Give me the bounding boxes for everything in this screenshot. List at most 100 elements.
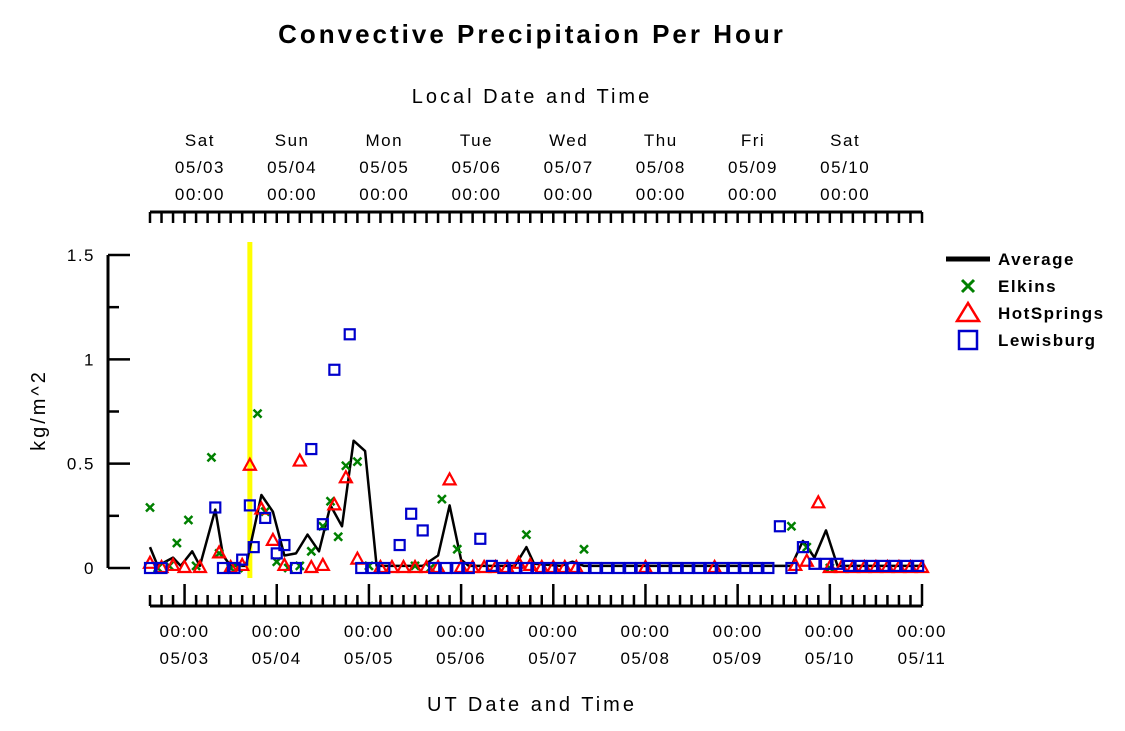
top-tick-day: Sat xyxy=(830,131,860,150)
series-hotsprings-point xyxy=(338,468,354,484)
series-elkins-point xyxy=(340,460,351,471)
bottom-tick-time: 00:00 xyxy=(713,622,763,641)
bottom-tick-date: 05/09 xyxy=(713,649,763,668)
series-lewisburg-point xyxy=(854,559,867,573)
series-elkins-point-stroke xyxy=(145,502,155,513)
series-lewisburg-point xyxy=(289,561,303,575)
top-tick-time: 00:00 xyxy=(451,185,501,204)
top-tick-date: 05/05 xyxy=(359,158,409,177)
series-hotsprings-point xyxy=(303,558,320,574)
series-lewisburg-point xyxy=(247,541,260,554)
series-elkins-point-stroke xyxy=(521,529,532,540)
series-hotsprings-point xyxy=(192,558,208,574)
bottom-tick-time: 00:00 xyxy=(620,622,670,641)
bottom-tick-date: 05/05 xyxy=(344,649,394,668)
series-lewisburg-point xyxy=(589,561,602,575)
series-elkins-point xyxy=(252,408,263,419)
series-lewisburg-point xyxy=(716,561,729,575)
series-lewisburg-point xyxy=(566,561,579,575)
top-tick-day: Wed xyxy=(549,131,588,150)
series-elkins-point-stroke xyxy=(437,494,447,505)
series-hotsprings-point xyxy=(314,556,331,572)
series-lewisburg-point xyxy=(305,442,318,456)
series-lewisburg-point xyxy=(236,553,249,566)
series-lewisburg-point xyxy=(270,547,283,560)
bottom-tick-date: 05/06 xyxy=(436,649,486,668)
series-lewisburg-point xyxy=(670,561,683,575)
top-tick-time: 00:00 xyxy=(544,185,594,204)
series-elkins-point xyxy=(352,456,363,467)
series-elkins-point-stroke xyxy=(801,542,812,553)
bottom-tick-time: 00:00 xyxy=(344,622,394,641)
y-tick-label: 0 xyxy=(84,559,95,578)
legend-elkins-label: Elkins xyxy=(998,277,1057,296)
series-elkins-point xyxy=(801,542,812,553)
series-lewisburg-point xyxy=(485,559,498,573)
series-lewisburg-point xyxy=(366,561,379,575)
bottom-tick-time: 00:00 xyxy=(160,622,210,641)
y-tick-label: 1.5 xyxy=(67,246,95,265)
series-lewisburg-point xyxy=(209,501,222,514)
top-tick-date: 05/10 xyxy=(820,158,870,177)
series-elkins-point xyxy=(579,544,589,555)
series-elkins-point-stroke xyxy=(206,452,217,463)
series-elkins-point-stroke xyxy=(340,460,351,471)
series-lewisburg-point xyxy=(155,561,168,575)
series-layer xyxy=(142,328,930,575)
series-lewisburg-point xyxy=(451,561,464,575)
legend-lewisburg-label: Lewisburg xyxy=(998,331,1097,350)
series-elkins-point xyxy=(172,538,182,548)
series-elkins-point xyxy=(410,561,420,571)
series-lewisburg-point xyxy=(727,561,740,575)
legend-x-stroke xyxy=(960,278,976,294)
series-elkins-point xyxy=(333,531,344,542)
series-lewisburg-point xyxy=(693,561,706,575)
series-lewisburg-point xyxy=(577,561,591,575)
series-hotsprings-point xyxy=(211,544,227,559)
series-lewisburg-point xyxy=(600,561,614,575)
series-lewisburg-point xyxy=(762,561,775,575)
series-elkins-point xyxy=(437,494,447,505)
legend-average-label: Average xyxy=(998,250,1075,269)
series-elkins-point xyxy=(145,502,155,513)
series-hotsprings-point xyxy=(291,452,308,467)
series-lewisburg-point xyxy=(259,511,272,525)
series-lewisburg-point xyxy=(355,561,368,575)
series-lewisburg-point xyxy=(474,532,487,545)
series-lewisburg-point xyxy=(439,561,452,575)
bottom-tick-date: 05/04 xyxy=(252,649,302,668)
series-hotsprings-point xyxy=(326,496,343,511)
series-lewisburg-point xyxy=(216,561,230,575)
bottom-tick-time: 00:00 xyxy=(436,622,486,641)
series-lewisburg-point xyxy=(635,561,648,575)
series-elkins-point-stroke xyxy=(183,515,194,525)
bottom-tick-time: 00:00 xyxy=(528,622,578,641)
series-hotsprings-point xyxy=(441,471,458,486)
series-elkins-point xyxy=(521,529,532,540)
series-lewisburg-point xyxy=(704,561,717,575)
legend-hotsprings-swatch xyxy=(954,300,982,323)
top-tick-date: 05/08 xyxy=(636,158,686,177)
series-lewisburg-point xyxy=(773,520,786,533)
top-axis-title: Local Date and Time xyxy=(412,86,652,108)
series-elkins-point-stroke xyxy=(172,538,182,548)
y-tick-label: 1 xyxy=(84,350,95,369)
series-elkins-point-stroke xyxy=(333,531,344,542)
series-lewisburg-point xyxy=(647,561,660,575)
top-tick-time: 00:00 xyxy=(636,185,686,204)
bottom-tick-time: 00:00 xyxy=(252,622,302,641)
series-lewisburg-point xyxy=(462,561,475,575)
series-lewisburg-point xyxy=(543,561,556,575)
series-lewisburg-point xyxy=(865,559,879,573)
series-elkins-point xyxy=(452,544,463,555)
series-hotsprings-point xyxy=(395,558,412,574)
series-hotsprings-point xyxy=(265,531,281,546)
series-elkins-point xyxy=(206,452,217,463)
bottom-tick-date: 05/08 xyxy=(620,649,670,668)
series-lewisburg-point xyxy=(877,559,890,573)
series-hotsprings-point xyxy=(522,556,539,572)
series-lewisburg-point xyxy=(739,561,752,575)
series-lewisburg-point xyxy=(328,363,341,376)
legend-lewisburg-swatch xyxy=(957,329,979,351)
